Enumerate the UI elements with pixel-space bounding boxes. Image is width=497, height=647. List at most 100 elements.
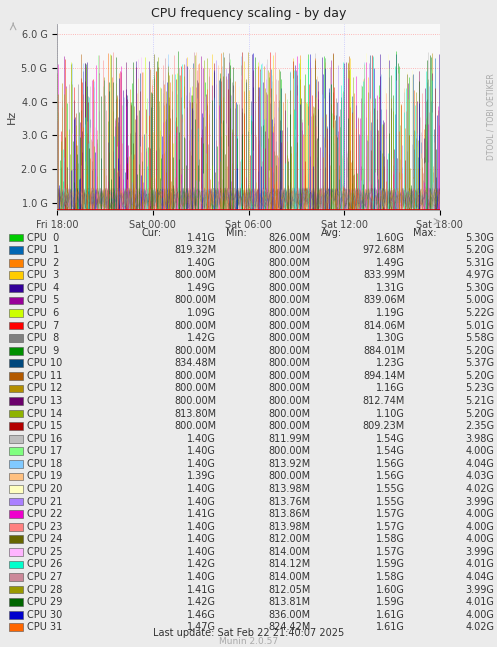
Text: 1.40G: 1.40G [187, 496, 216, 507]
Text: CPU 22: CPU 22 [27, 509, 63, 519]
Text: 800.00M: 800.00M [268, 270, 311, 280]
Text: 813.76M: 813.76M [268, 496, 311, 507]
Text: 1.59G: 1.59G [376, 560, 405, 569]
Text: 813.81M: 813.81M [268, 597, 311, 607]
Text: Munin 2.0.57: Munin 2.0.57 [219, 637, 278, 646]
Text: 5.30G: 5.30G [466, 232, 495, 243]
Text: 1.30G: 1.30G [376, 333, 405, 343]
Text: 1.40G: 1.40G [187, 446, 216, 456]
Text: CPU 12: CPU 12 [27, 384, 63, 393]
Bar [9, 397, 23, 405]
Text: 1.42G: 1.42G [187, 597, 216, 607]
Bar [9, 296, 23, 304]
Text: 1.40G: 1.40G [187, 534, 216, 544]
Text: 1.09G: 1.09G [187, 308, 216, 318]
Bar [9, 460, 23, 468]
Text: 1.57G: 1.57G [376, 521, 405, 532]
Text: CPU 16: CPU 16 [27, 433, 63, 444]
Bar [9, 422, 23, 430]
Text: 1.39G: 1.39G [187, 472, 216, 481]
Bar [9, 259, 23, 267]
Text: 4.01G: 4.01G [466, 560, 495, 569]
Text: 972.68M: 972.68M [363, 245, 405, 255]
Text: CPU 17: CPU 17 [27, 446, 63, 456]
Bar [9, 623, 23, 631]
Text: CPU 13: CPU 13 [27, 396, 63, 406]
Text: 1.56G: 1.56G [376, 472, 405, 481]
Bar [9, 535, 23, 543]
Text: 826.00M: 826.00M [268, 232, 311, 243]
Text: CPU 18: CPU 18 [27, 459, 63, 469]
Text: 1.40G: 1.40G [187, 433, 216, 444]
Text: 811.99M: 811.99M [268, 433, 311, 444]
Text: 800.00M: 800.00M [268, 345, 311, 356]
Bar [9, 611, 23, 619]
Text: CPU 15: CPU 15 [27, 421, 63, 431]
Text: 813.98M: 813.98M [268, 521, 311, 532]
Bar [9, 560, 23, 568]
Text: 5.20G: 5.20G [465, 345, 495, 356]
Text: Cur:: Cur: [142, 228, 162, 237]
Text: 4.01G: 4.01G [466, 597, 495, 607]
Bar [9, 447, 23, 455]
Bar [9, 485, 23, 493]
Text: 1.40G: 1.40G [187, 258, 216, 268]
Text: 800.00M: 800.00M [268, 258, 311, 268]
Text: DTOOL / TOBI OETIKER: DTOOL / TOBI OETIKER [487, 74, 496, 160]
Text: 1.42G: 1.42G [187, 560, 216, 569]
Text: CPU  1: CPU 1 [27, 245, 60, 255]
Text: 1.41G: 1.41G [187, 232, 216, 243]
Bar [9, 586, 23, 593]
Text: 814.12M: 814.12M [268, 560, 311, 569]
Text: 3.98G: 3.98G [466, 433, 495, 444]
Text: 812.74M: 812.74M [363, 396, 405, 406]
Text: 800.00M: 800.00M [268, 421, 311, 431]
Text: 4.00G: 4.00G [466, 534, 495, 544]
Text: 1.16G: 1.16G [376, 384, 405, 393]
Text: CPU 27: CPU 27 [27, 572, 63, 582]
Text: 4.00G: 4.00G [466, 509, 495, 519]
Text: 800.00M: 800.00M [174, 345, 216, 356]
Text: 1.42G: 1.42G [187, 333, 216, 343]
Text: 2.35G: 2.35G [465, 421, 495, 431]
Text: CPU  6: CPU 6 [27, 308, 60, 318]
Text: CPU 20: CPU 20 [27, 484, 63, 494]
Text: 1.58G: 1.58G [376, 534, 405, 544]
Text: 3.99G: 3.99G [466, 584, 495, 595]
Text: 812.05M: 812.05M [268, 584, 311, 595]
Text: 5.37G: 5.37G [465, 358, 495, 368]
Text: Avg:: Avg: [321, 228, 342, 237]
Text: 839.06M: 839.06M [363, 296, 405, 305]
Text: CPU 26: CPU 26 [27, 560, 63, 569]
Text: 4.03G: 4.03G [466, 472, 495, 481]
Text: 1.40G: 1.40G [187, 547, 216, 557]
Text: CPU 14: CPU 14 [27, 408, 63, 419]
Text: CPU  0: CPU 0 [27, 232, 60, 243]
Bar [9, 472, 23, 480]
Text: 1.58G: 1.58G [376, 572, 405, 582]
Text: 800.00M: 800.00M [174, 371, 216, 381]
Text: 800.00M: 800.00M [268, 371, 311, 381]
Text: CPU 25: CPU 25 [27, 547, 63, 557]
Bar [9, 347, 23, 355]
Y-axis label: Hz: Hz [7, 110, 17, 124]
Text: 800.00M: 800.00M [268, 296, 311, 305]
Text: 5.58G: 5.58G [465, 333, 495, 343]
Text: 800.00M: 800.00M [268, 320, 311, 331]
Text: 1.31G: 1.31G [376, 283, 405, 293]
Text: 5.31G: 5.31G [466, 258, 495, 268]
Text: Min:: Min: [226, 228, 247, 237]
Bar [9, 384, 23, 392]
Bar [9, 435, 23, 443]
Text: CPU  3: CPU 3 [27, 270, 60, 280]
Text: 4.00G: 4.00G [466, 446, 495, 456]
Text: 1.60G: 1.60G [376, 584, 405, 595]
Text: CPU 24: CPU 24 [27, 534, 63, 544]
Text: 1.61G: 1.61G [376, 622, 405, 632]
Text: 814.00M: 814.00M [268, 572, 311, 582]
Text: CPU  4: CPU 4 [27, 283, 60, 293]
Text: 800.00M: 800.00M [268, 245, 311, 255]
Title: CPU frequency scaling - by day: CPU frequency scaling - by day [151, 7, 346, 20]
Bar [9, 359, 23, 367]
Text: CPU 31: CPU 31 [27, 622, 63, 632]
